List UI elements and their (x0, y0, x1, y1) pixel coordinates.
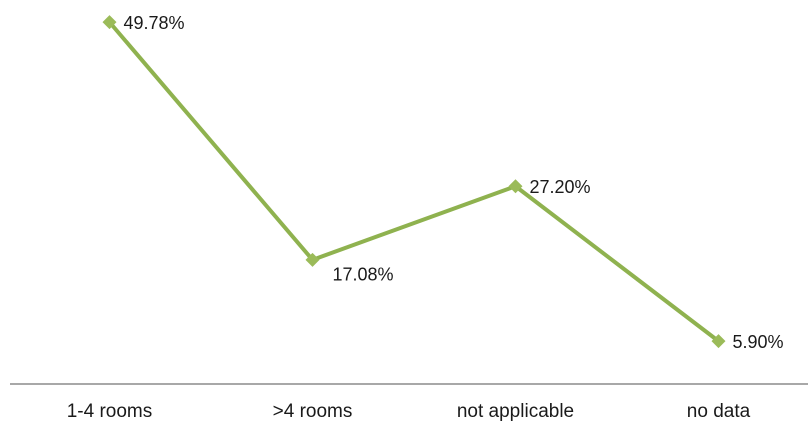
x-tick-label: not applicable (457, 401, 574, 422)
data-label: 49.78% (124, 13, 185, 33)
data-point (711, 334, 726, 349)
data-point (508, 179, 523, 194)
x-tick-label: 1-4 rooms (67, 401, 153, 422)
data-label: 27.20% (530, 177, 591, 197)
data-label: 5.90% (733, 332, 784, 352)
x-tick-label: >4 rooms (273, 401, 353, 422)
data-point (305, 252, 320, 267)
x-tick-label: no data (687, 401, 751, 422)
data-label: 17.08% (333, 265, 394, 285)
data-point (102, 15, 117, 30)
data-line (107, 20, 720, 343)
